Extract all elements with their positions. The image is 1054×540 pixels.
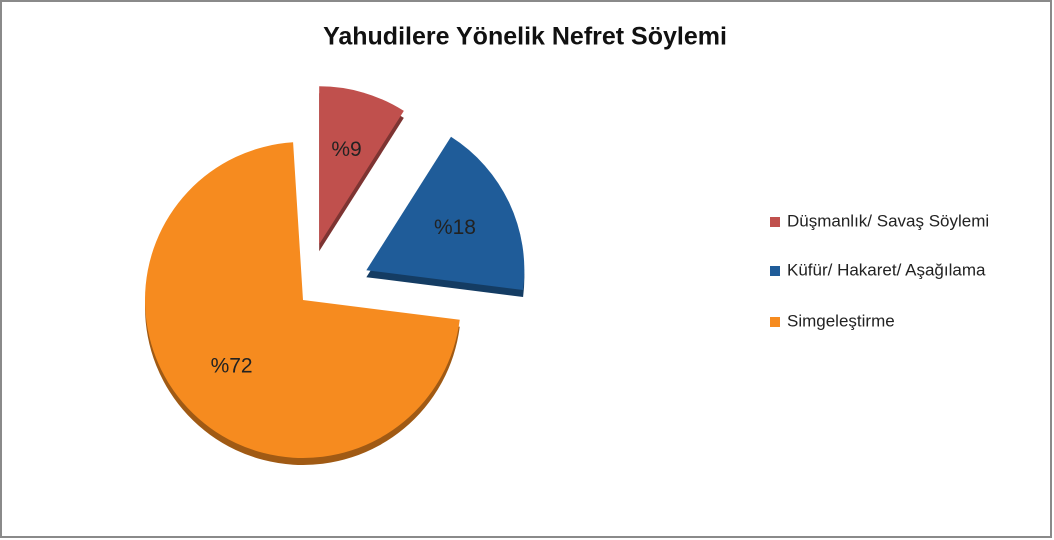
slice (366, 136, 525, 290)
legend-label: Simgeleştirme (787, 311, 895, 330)
value-label: %18 (434, 216, 476, 239)
slice (319, 86, 404, 245)
value-label: %72 (211, 355, 253, 378)
legend-swatch (770, 266, 780, 276)
value-label: %9 (331, 138, 361, 161)
chart-title: Yahudilere Yönelik Nefret Söylemi (323, 23, 727, 51)
legend-swatch (770, 217, 780, 227)
legend-label: Küfür/ Hakaret/ Aşağılama (787, 260, 986, 279)
legend-label: Düşmanlık/ Savaş Söylemi (787, 211, 989, 230)
legend-swatch (770, 317, 780, 327)
slice (145, 142, 460, 459)
